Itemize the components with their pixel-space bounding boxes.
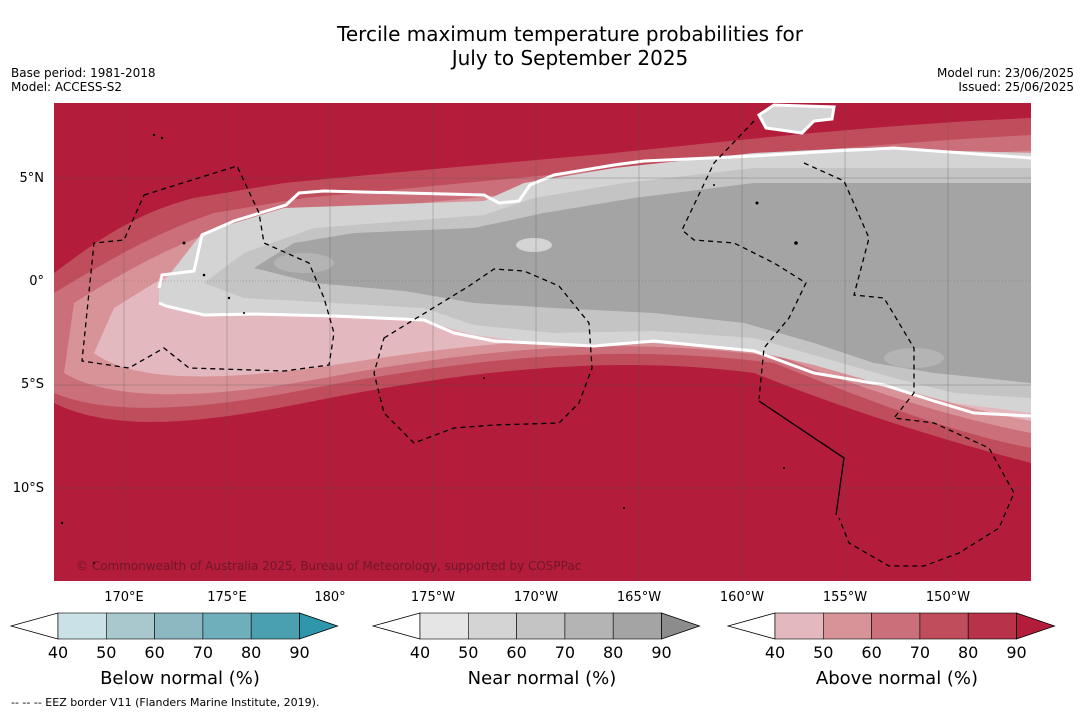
colorbar-swatch xyxy=(57,612,107,640)
lon-label-175e: 175°E xyxy=(207,590,247,605)
title-line-1: Tercile maximum temperature probabilitie… xyxy=(337,22,803,46)
colorbar-swatch xyxy=(823,612,872,640)
colorbar-tick-label: 80 xyxy=(603,643,624,662)
lon-label-170w: 170°W xyxy=(513,590,559,605)
colorbar-near-label: Near normal (%) xyxy=(467,668,617,689)
colorbar-tick-label: 80 xyxy=(241,643,262,662)
colorbar-tick-label: 70 xyxy=(192,643,214,662)
colorbar-swatch xyxy=(468,612,517,640)
colorbar-swatch xyxy=(612,612,662,640)
colorbar-swatch xyxy=(106,612,155,640)
colorbar-extend-low xyxy=(726,612,776,640)
colorbar-above-label: Above normal (%) xyxy=(815,668,979,689)
title-line-2: July to September 2025 xyxy=(451,46,689,70)
colorbar-below-swatches xyxy=(9,612,339,640)
colorbar-tick-label: 50 xyxy=(96,643,117,662)
colorbar-swatch xyxy=(871,612,921,640)
colorbar-tick-label: 40 xyxy=(764,643,786,662)
colorbar-near-swatches xyxy=(371,612,701,640)
colorbar-below-normal xyxy=(9,612,350,646)
lon-label-165w: 165°W xyxy=(616,590,662,605)
graticule xyxy=(54,103,1031,581)
colorbar-above-normal xyxy=(726,612,1067,646)
colorbar-extend-low xyxy=(9,612,59,640)
map-canvas xyxy=(54,103,1031,581)
colorbar-tick-label: 70 xyxy=(554,643,576,662)
issued-date: Issued: 25/06/2025 xyxy=(958,80,1074,94)
colorbar-tick-label: 90 xyxy=(1006,643,1027,662)
eez-borders xyxy=(81,120,1015,567)
colorbar-tick-label: 40 xyxy=(409,643,431,662)
colorbar-swatch xyxy=(154,612,204,640)
colorbar-extend-low xyxy=(371,612,421,640)
colorbar-extend-high xyxy=(661,612,701,640)
lat-label-0: 0° xyxy=(29,274,44,289)
lon-label-155w: 155°W xyxy=(822,590,868,605)
near-70-band xyxy=(254,183,1031,383)
colorbar-swatch xyxy=(919,612,969,640)
lon-label-160w: 160°W xyxy=(719,590,765,605)
colorbar-swatch xyxy=(967,612,1017,640)
colorbar-tick-label: 50 xyxy=(458,643,479,662)
colorbar-extend-high xyxy=(299,612,339,640)
base-period: Base period: 1981-2018 xyxy=(11,66,156,80)
lon-label-180: 180° xyxy=(314,590,346,605)
colorbar-tick-label: 60 xyxy=(861,643,882,662)
colorbar-tick-label: 50 xyxy=(813,643,834,662)
eez-footnote: -- -- -- EEZ border V11 (Flanders Marine… xyxy=(11,696,320,709)
model-run: Model run: 23/06/2025 xyxy=(936,66,1074,80)
tercile-boundary-north xyxy=(157,146,1031,289)
colorbar-tick-label: 60 xyxy=(144,643,165,662)
colorbar-near-normal xyxy=(371,612,712,646)
lon-label-170e: 170°E xyxy=(104,590,144,605)
lon-label-175w: 175°W xyxy=(410,590,456,605)
tercile-boundary-patch xyxy=(757,103,836,135)
tercile-boundary-south xyxy=(158,301,1031,418)
colorbar-swatch xyxy=(774,612,824,640)
probability-map: © Commonwealth of Australia 2025, Bureau… xyxy=(54,103,1031,581)
colorbar-tick-label: 90 xyxy=(651,643,672,662)
near-patch-1 xyxy=(516,238,552,252)
islands xyxy=(60,133,798,565)
colorbar-tick-label: 80 xyxy=(958,643,979,662)
colorbar-tick-label: 70 xyxy=(909,643,931,662)
near-patch-3 xyxy=(274,253,334,273)
colorbar-tick-label: 60 xyxy=(506,643,527,662)
lon-label-150w: 150°W xyxy=(925,590,971,605)
solid-boundary xyxy=(758,400,845,516)
colorbar-above-swatches xyxy=(726,612,1056,640)
colorbar-swatch xyxy=(202,612,252,640)
colorbar-tick-label: 40 xyxy=(47,643,69,662)
colorbar-swatch xyxy=(419,612,469,640)
copyright-text: © Commonwealth of Australia 2025, Bureau… xyxy=(76,559,582,573)
colorbar-extend-high xyxy=(1016,612,1056,640)
meta-left: Base period: 1981-2018 Model: ACCESS-S2 xyxy=(11,66,156,94)
colorbar-swatch xyxy=(564,612,614,640)
colorbar-swatch xyxy=(250,612,300,640)
lat-label-5s: 5°S xyxy=(20,377,44,392)
lat-label-5n: 5°N xyxy=(19,171,45,186)
colorbar-tick-label: 90 xyxy=(289,643,310,662)
map-title: Tercile maximum temperature probabilitie… xyxy=(0,22,1085,70)
lat-label-10s: 10°S xyxy=(12,481,44,496)
meta-right: Model run: 23/06/2025 Issued: 25/06/2025 xyxy=(937,66,1074,94)
colorbar-below-label: Below normal (%) xyxy=(100,668,260,689)
model-name: Model: ACCESS-S2 xyxy=(11,80,123,94)
colorbar-swatch xyxy=(516,612,566,640)
